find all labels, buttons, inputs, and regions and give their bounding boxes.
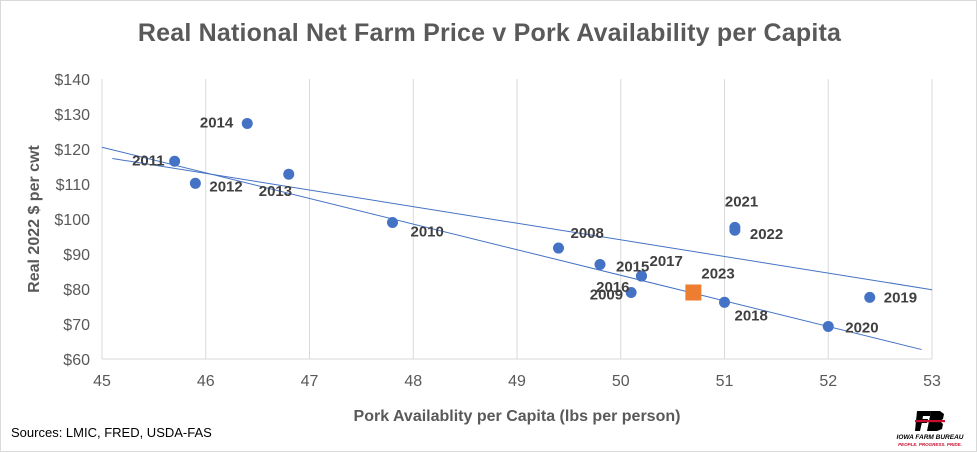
data-points — [169, 117, 876, 332]
point-label-2015: 2015 — [616, 259, 649, 276]
y-tick-label: $60 — [63, 352, 90, 369]
y-tick-label: $70 — [63, 317, 90, 334]
x-tick-label: 50 — [612, 373, 630, 390]
point-label-2012: 2012 — [209, 178, 242, 195]
data-point-2023 — [685, 284, 702, 301]
point-label-2023: 2023 — [701, 266, 734, 283]
y-tick-label: $80 — [63, 282, 90, 299]
point-label-2022: 2022 — [750, 226, 783, 243]
source-note: Sources: LMIC, FRED, USDA-FAS — [11, 425, 212, 440]
logo-tagline: PEOPLE. PROGRESS. PRIDE. — [898, 442, 962, 447]
data-point-2015 — [594, 259, 606, 270]
data-point-2014 — [241, 117, 253, 129]
data-point-2012 — [189, 177, 201, 189]
gridlines — [101, 79, 933, 360]
y-tick-label: $120 — [54, 142, 90, 159]
x-tick-label: 53 — [923, 373, 941, 390]
trendlines — [101, 146, 933, 351]
point-label-2009: 2009 — [590, 287, 623, 304]
point-label-2011: 2011 — [132, 152, 165, 169]
trendline — [112, 157, 933, 291]
logo-name: IOWA FARM BUREAU — [896, 434, 964, 441]
x-tick-labels: 45 46 47 48 49 50 51 52 53 — [93, 373, 941, 390]
point-label-2019: 2019 — [884, 289, 917, 306]
iowa-farm-bureau-logo: IOWA FARM BUREAU PEOPLE. PROGRESS. PRIDE… — [885, 409, 975, 451]
data-point-2008 — [553, 242, 564, 254]
x-tick-label: 47 — [301, 373, 319, 390]
y-tick-label: $90 — [63, 247, 90, 264]
x-tick-label: 49 — [508, 373, 526, 390]
data-point-2013 — [283, 168, 295, 180]
data-point-2009 — [625, 287, 637, 298]
point-label-2021: 2021 — [725, 193, 758, 210]
point-label-2017: 2017 — [650, 253, 683, 270]
point-label-2020: 2020 — [845, 319, 878, 336]
data-point-2018 — [719, 296, 730, 308]
data-point-2022 — [729, 224, 741, 236]
y-tick-label: $130 — [54, 107, 90, 124]
data-point-2017 — [636, 270, 647, 282]
y-tick-label: $140 — [54, 72, 90, 89]
data-point-2010 — [387, 217, 398, 228]
x-tick-label: 51 — [716, 373, 734, 390]
chart-title: Real National Net Farm Price v Pork Avai… — [137, 19, 842, 47]
data-point-2020 — [822, 320, 834, 332]
x-tick-label: 46 — [197, 373, 215, 390]
trendline — [101, 146, 922, 351]
point-label-2016: 2016 — [596, 279, 629, 296]
fb-logo-mark-icon — [915, 411, 945, 431]
point-label-2013: 2013 — [259, 183, 292, 200]
x-tick-label: 52 — [819, 373, 837, 390]
point-label-2018: 2018 — [735, 307, 768, 324]
data-point-2011 — [169, 155, 181, 167]
x-tick-label: 45 — [93, 373, 111, 390]
y-tick-label: $110 — [56, 177, 91, 194]
x-tick-label: 48 — [404, 373, 422, 390]
point-labels: 2008 2009 2010 2011 2012 2013 2014 2015 2016 2017… — [132, 114, 917, 336]
y-tick-label: $100 — [54, 212, 90, 229]
x-axis-label: Pork Availablity per Capita (lbs per per… — [354, 408, 681, 425]
y-axis-label: Real 2022 $ per cwt — [26, 145, 43, 293]
point-label-2010: 2010 — [411, 224, 444, 241]
point-label-2014: 2014 — [200, 114, 234, 131]
point-label-2008: 2008 — [571, 225, 604, 242]
y-tick-labels: $60 $70 $80 $90 $100 $110 $120 $130 $140 — [54, 72, 90, 369]
data-point-2019 — [864, 291, 876, 303]
